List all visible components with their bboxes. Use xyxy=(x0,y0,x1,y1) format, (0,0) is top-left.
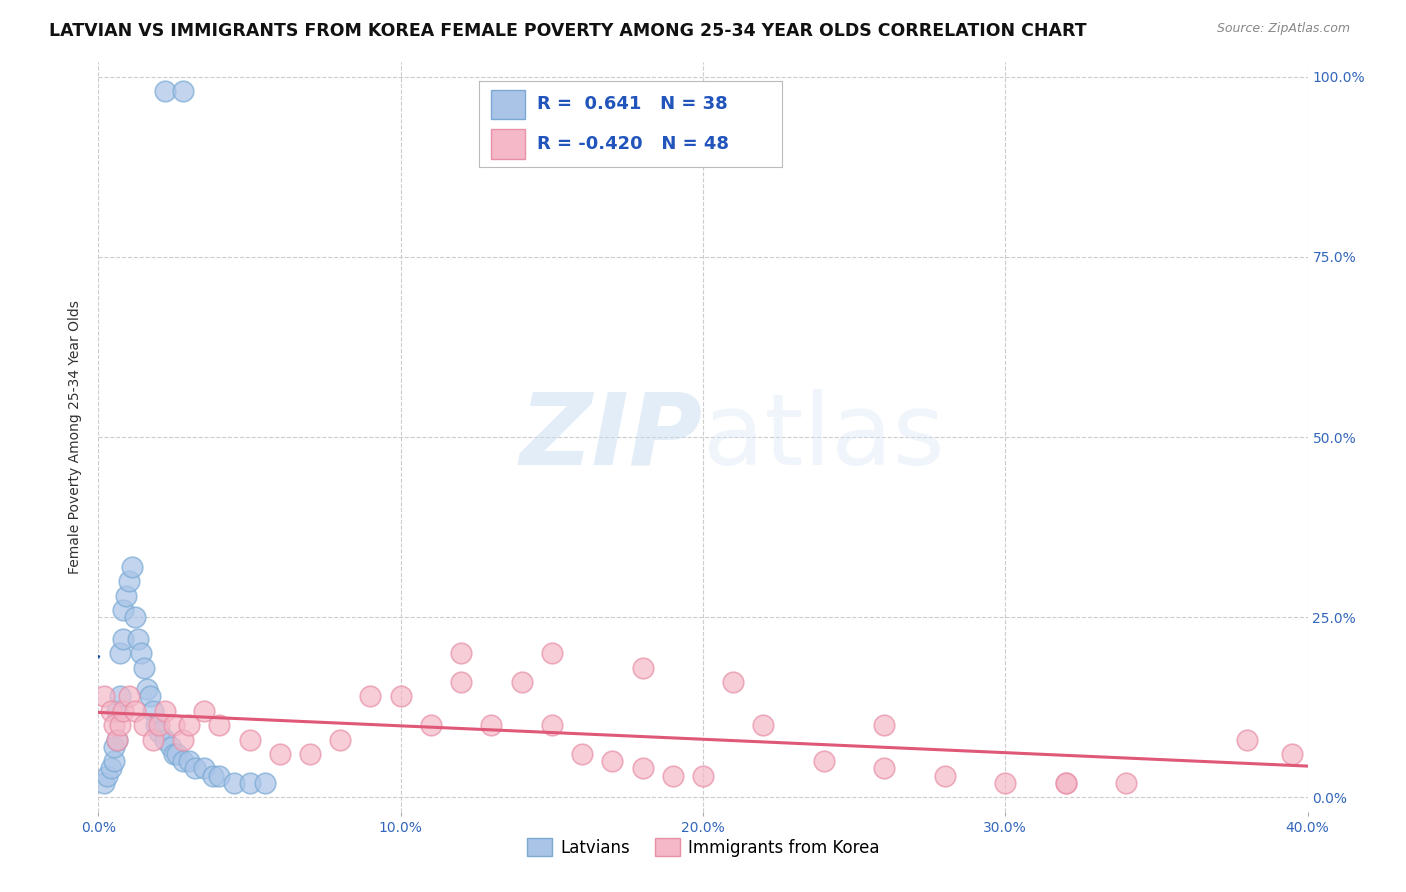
Point xyxy=(105,732,128,747)
Point xyxy=(510,675,533,690)
Point xyxy=(103,739,125,754)
Text: LATVIAN VS IMMIGRANTS FROM KOREA FEMALE POVERTY AMONG 25-34 YEAR OLDS CORRELATIO: LATVIAN VS IMMIGRANTS FROM KOREA FEMALE … xyxy=(49,22,1087,40)
Point xyxy=(208,769,231,783)
Point xyxy=(193,704,215,718)
Point xyxy=(129,646,152,660)
Point xyxy=(139,690,162,704)
Point xyxy=(132,718,155,732)
Point xyxy=(873,718,896,732)
Point xyxy=(752,718,775,732)
Point xyxy=(148,718,170,732)
Point xyxy=(163,747,186,761)
Point xyxy=(631,660,654,674)
Point xyxy=(142,732,165,747)
Text: ZIP: ZIP xyxy=(520,389,703,485)
Point xyxy=(145,718,167,732)
Point xyxy=(93,690,115,704)
Point xyxy=(184,762,207,776)
Text: Source: ZipAtlas.com: Source: ZipAtlas.com xyxy=(1216,22,1350,36)
Point xyxy=(100,704,122,718)
Point xyxy=(1281,747,1303,761)
Point xyxy=(172,84,194,98)
Point xyxy=(1054,776,1077,790)
Point xyxy=(111,704,134,718)
Point xyxy=(135,682,157,697)
Point xyxy=(481,718,503,732)
Point xyxy=(105,732,128,747)
Point xyxy=(108,646,131,660)
Point xyxy=(179,754,201,768)
Point xyxy=(124,704,146,718)
Point xyxy=(105,704,128,718)
Point xyxy=(153,84,176,98)
Point xyxy=(934,769,956,783)
Point xyxy=(96,769,118,783)
Point xyxy=(153,732,176,747)
Point xyxy=(450,675,472,690)
Point xyxy=(121,559,143,574)
Point xyxy=(108,690,131,704)
Point xyxy=(631,762,654,776)
Point xyxy=(93,776,115,790)
Point xyxy=(160,739,183,754)
Legend: Latvians, Immigrants from Korea: Latvians, Immigrants from Korea xyxy=(520,832,886,863)
Point xyxy=(813,754,835,768)
Point xyxy=(661,769,683,783)
Point xyxy=(202,769,225,783)
Point xyxy=(994,776,1017,790)
Point xyxy=(118,690,141,704)
Point xyxy=(873,762,896,776)
Point xyxy=(193,762,215,776)
Point xyxy=(166,747,188,761)
Point xyxy=(132,660,155,674)
Point xyxy=(253,776,276,790)
Point xyxy=(100,762,122,776)
Point xyxy=(103,754,125,768)
Point xyxy=(450,646,472,660)
Point xyxy=(723,675,745,690)
Point xyxy=(118,574,141,589)
Text: atlas: atlas xyxy=(703,389,945,485)
Point xyxy=(1054,776,1077,790)
Point xyxy=(329,732,352,747)
Point xyxy=(103,718,125,732)
Point xyxy=(299,747,322,761)
Point xyxy=(142,704,165,718)
Point xyxy=(163,718,186,732)
Y-axis label: Female Poverty Among 25-34 Year Olds: Female Poverty Among 25-34 Year Olds xyxy=(69,300,83,574)
Point xyxy=(111,632,134,646)
Point xyxy=(269,747,291,761)
Point xyxy=(124,610,146,624)
Point xyxy=(1115,776,1137,790)
Point xyxy=(239,732,262,747)
Point xyxy=(420,718,443,732)
Point xyxy=(114,589,136,603)
Point xyxy=(602,754,624,768)
Point xyxy=(224,776,246,790)
Point xyxy=(111,603,134,617)
Point xyxy=(108,718,131,732)
Point xyxy=(389,690,412,704)
Point xyxy=(208,718,231,732)
Point xyxy=(239,776,262,790)
Point xyxy=(692,769,714,783)
Point xyxy=(172,732,194,747)
Point xyxy=(360,690,382,704)
Point xyxy=(153,704,176,718)
Point xyxy=(540,718,562,732)
Point xyxy=(172,754,194,768)
Point xyxy=(179,718,201,732)
Point xyxy=(571,747,593,761)
Point xyxy=(148,725,170,739)
Point xyxy=(127,632,149,646)
Point xyxy=(1236,732,1258,747)
Point xyxy=(540,646,562,660)
